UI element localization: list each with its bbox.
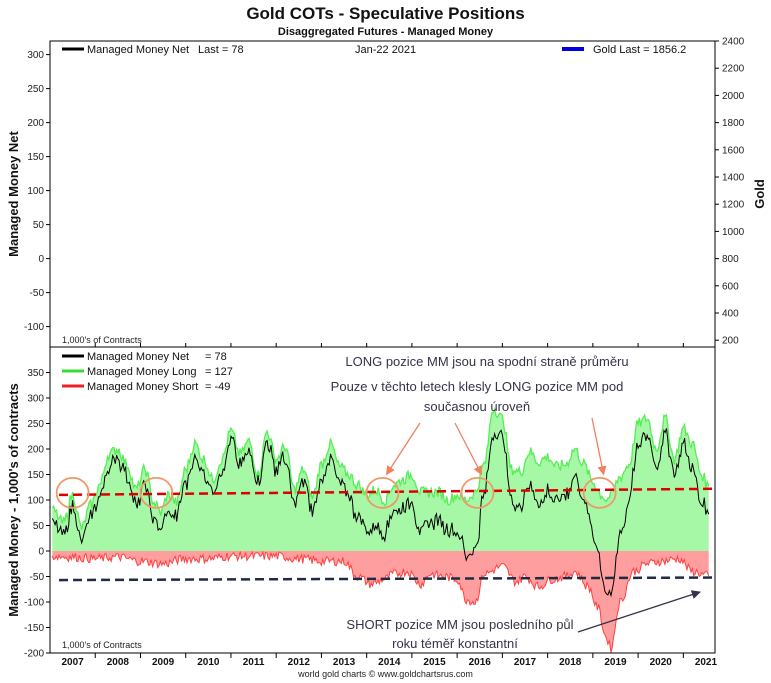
- highlight-circle: [365, 476, 400, 509]
- bottom-left-tick-label: 0: [38, 547, 44, 558]
- bottom-left-tick-label: 350: [27, 368, 44, 379]
- long-average-line: [59, 487, 715, 497]
- x-tick-label: 2021: [695, 657, 718, 668]
- top-y2-axis-label: Gold: [752, 179, 767, 209]
- x-tick-label: 2014: [378, 657, 401, 668]
- top-left-tick-label: 100: [27, 186, 44, 197]
- highlight-circle: [139, 476, 174, 509]
- x-tick-label: 2008: [107, 657, 130, 668]
- x-tick-label: 2018: [559, 657, 582, 668]
- top-right-tick-label: 400: [722, 309, 739, 320]
- x-tick-label: 2009: [152, 657, 175, 668]
- short-annotation-arrow: [577, 590, 701, 633]
- bottom-left-tick-label: 100: [27, 496, 44, 507]
- annotation-long-years-2: současnou úroveň: [424, 399, 530, 414]
- long-area-fill: [52, 409, 709, 551]
- top-left-tick-label: 250: [27, 84, 44, 95]
- top-left-tick-label: 200: [27, 118, 44, 129]
- highlight-circle: [582, 476, 617, 509]
- highlight-circle: [460, 476, 495, 509]
- bottom-left-tick-label: -100: [24, 598, 44, 609]
- x-tick-label: 2020: [650, 657, 673, 668]
- bottom-left-tick-label: -50: [30, 572, 45, 583]
- top-right-tick-label: 1800: [722, 118, 745, 129]
- top-plot-area: [49, 40, 716, 348]
- bottom-units-note: 1,000's of Contracts: [62, 640, 142, 650]
- bottom-legend-value: = 127: [205, 366, 233, 378]
- top-right-tick-label: 1000: [722, 227, 745, 238]
- annotation-short-constant-1: SHORT pozice MM jsou posledního půl: [346, 617, 573, 632]
- x-tick-label: 2017: [514, 657, 537, 668]
- x-tick-label: 2013: [333, 657, 356, 668]
- top-left-tick-label: -100: [24, 322, 44, 333]
- top-right-tick-label: 1600: [722, 145, 745, 156]
- bottom-legend-value: = 78: [205, 351, 227, 363]
- top-left-tick-label: 150: [27, 152, 44, 163]
- legend-gold-label: Gold Last = 1856.2: [593, 44, 686, 56]
- bottom-legend-value: = -49: [205, 381, 230, 393]
- top-left-tick-label: 0: [38, 254, 44, 265]
- x-tick-label: 2010: [197, 657, 220, 668]
- short-area-fill: [52, 551, 709, 653]
- page-subtitle: Disaggregated Futures - Managed Money: [277, 26, 494, 38]
- legend-net-last: Last = 78: [198, 44, 244, 56]
- legend-date: Jan-22 2021: [355, 44, 416, 56]
- top-right-tick-label: 2000: [722, 91, 745, 102]
- highlight-circle: [55, 476, 90, 509]
- x-tick-label: 2012: [288, 657, 311, 668]
- bottom-net-line: [51, 428, 710, 598]
- top-right-tick-label: 600: [722, 281, 739, 292]
- top-y-axis-label: Managed Money Net: [6, 130, 21, 256]
- top-right-tick-label: 2200: [722, 64, 745, 75]
- top-right-tick-label: 200: [722, 336, 739, 347]
- short-line: [51, 550, 710, 653]
- bottom-left-tick-label: 50: [33, 521, 45, 532]
- annotation-arrow: [454, 422, 483, 476]
- annotation-long-below-average: LONG pozice MM jsou na spodní straně prů…: [345, 354, 628, 369]
- bottom-legend-label: Managed Money Long: [87, 366, 196, 378]
- bottom-left-tick-label: 200: [27, 445, 44, 456]
- bottom-left-tick-label: -150: [24, 623, 44, 634]
- top-left-tick-label: -50: [30, 288, 45, 299]
- x-tick-label: 2007: [61, 657, 84, 668]
- top-right-tick-label: 800: [722, 254, 739, 265]
- x-tick-label: 2019: [604, 657, 627, 668]
- annotation-arrow: [385, 422, 421, 476]
- bottom-legend-label: Managed Money Net: [87, 351, 189, 363]
- bottom-left-tick-label: 250: [27, 419, 44, 430]
- x-tick-label: 2016: [469, 657, 492, 668]
- bottom-legend-label: Managed Money Short: [87, 381, 198, 393]
- footer-credit: world gold charts © www.goldchartsrus.co…: [298, 669, 473, 679]
- bottom-left-tick-label: 300: [27, 394, 44, 405]
- short-level-line: [59, 576, 715, 582]
- top-right-tick-label: 1200: [722, 200, 745, 211]
- x-tick-label: 2011: [243, 657, 265, 668]
- annotation-long-years-1: Pouze v těchto letech klesly LONG pozice…: [331, 379, 624, 394]
- legend-net-label: Managed Money Net: [87, 44, 189, 56]
- top-left-tick-label: 50: [33, 220, 45, 231]
- top-units-note: 1,000's of Contracts: [62, 335, 142, 345]
- top-left-tick-label: 300: [27, 50, 44, 61]
- annotation-short-constant-2: roku téměř konstantní: [392, 636, 518, 651]
- x-tick-label: 2015: [423, 657, 446, 668]
- top-right-tick-label: 2400: [722, 37, 745, 48]
- bottom-left-tick-label: -200: [24, 649, 44, 660]
- page-title: Gold COTs - Speculative Positions: [246, 4, 525, 23]
- annotation-arrow: [591, 417, 607, 476]
- top-right-tick-label: 1400: [722, 173, 745, 184]
- bottom-left-tick-label: 150: [27, 470, 44, 481]
- bottom-y-axis-label: Managed Money - 1,000's of contracts: [6, 383, 21, 617]
